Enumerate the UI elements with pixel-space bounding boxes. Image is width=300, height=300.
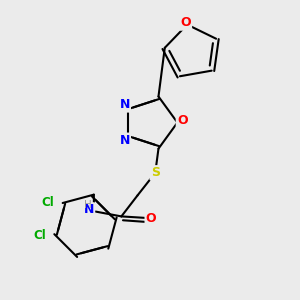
- Text: Cl: Cl: [42, 196, 55, 208]
- Text: N: N: [119, 98, 130, 111]
- Text: O: O: [180, 16, 191, 29]
- Text: O: O: [177, 115, 188, 128]
- Text: N: N: [84, 203, 94, 216]
- Text: S: S: [151, 167, 160, 179]
- Text: Cl: Cl: [34, 229, 46, 242]
- Text: H: H: [84, 200, 92, 210]
- Text: N: N: [119, 134, 130, 147]
- Text: O: O: [146, 212, 156, 224]
